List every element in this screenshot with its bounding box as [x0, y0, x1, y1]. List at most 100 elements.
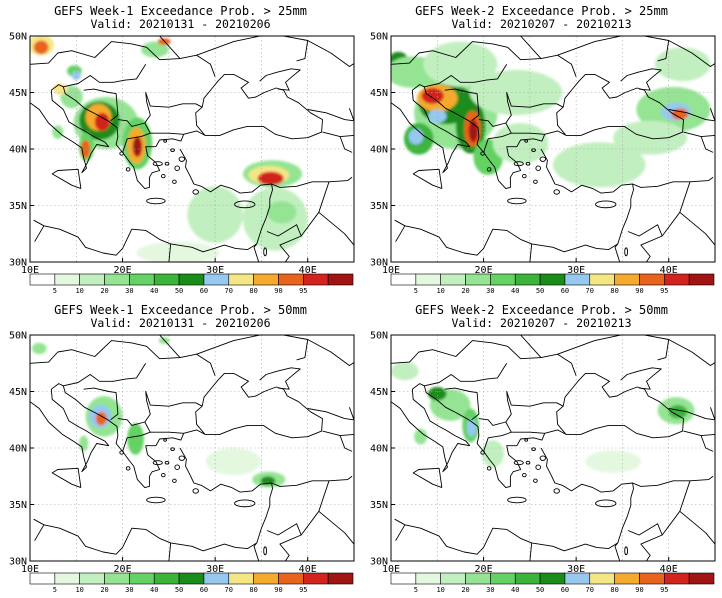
- latitude-label: 45N: [9, 387, 27, 398]
- latitude-label: 40N: [370, 145, 388, 156]
- colorbar-swatch: [129, 572, 155, 585]
- probability-region: [391, 362, 419, 381]
- probability-region: [668, 405, 688, 419]
- colorbar-swatch: [104, 572, 130, 585]
- longitude-label: 30E: [206, 564, 224, 575]
- colorbar-swatch: [664, 572, 690, 585]
- colorbar-label: 40: [511, 586, 519, 594]
- latitude-label: 50N: [9, 331, 27, 342]
- colorbar-swatch: [614, 572, 640, 585]
- colorbar-label: 60: [200, 287, 208, 295]
- colorbar-label: 5: [53, 586, 57, 594]
- colorbar-swatch: [54, 572, 80, 585]
- longitude-label: 30E: [567, 265, 585, 276]
- colorbar-swatch: [639, 273, 665, 286]
- colorbar-label: 95: [299, 586, 307, 594]
- probability-region: [31, 342, 47, 355]
- colorbar-swatch: [278, 572, 304, 585]
- colorbar-label: 40: [150, 586, 158, 594]
- colorbar-label: 5: [53, 287, 57, 295]
- probability-region: [136, 241, 220, 262]
- colorbar-swatch: [153, 273, 180, 286]
- colorbar-swatch: [178, 572, 205, 585]
- colorbar: 5 10 20 30 40 50 60 70 80 90 95: [390, 572, 715, 594]
- panel-title: GEFS Week-1 Exceedance Prob. > 25mm: [54, 4, 307, 18]
- longitude-label: 10E: [382, 265, 400, 276]
- colorbar-swatch: [614, 273, 640, 286]
- colorbar-swatch: [153, 572, 180, 585]
- colorbar-label: 80: [610, 586, 618, 594]
- colorbar-swatch: [327, 572, 354, 585]
- map-panel: GEFS Week-1 Exceedance Prob. > 50mm Valid…: [0, 299, 361, 598]
- colorbar-swatch: [564, 273, 591, 286]
- graticule: [391, 36, 715, 262]
- colorbar-swatch: [29, 273, 56, 286]
- colorbar-swatch: [253, 273, 279, 286]
- latitude-label: 40N: [9, 145, 27, 156]
- probability-region: [71, 71, 81, 81]
- colorbar-label: 50: [175, 586, 183, 594]
- latitude-label: 30N: [9, 557, 27, 568]
- colorbar-label: 90: [274, 586, 282, 594]
- colorbar: 5 10 20 30 40 50 60 70 80 90 95: [29, 273, 354, 295]
- probability-shading: [30, 36, 308, 262]
- colorbar-swatch: [79, 572, 105, 585]
- probability-region: [187, 186, 243, 243]
- longitude-label: 30E: [567, 564, 585, 575]
- colorbar-swatch: [415, 273, 441, 286]
- latitude-label: 45N: [370, 88, 388, 99]
- colorbar-swatch: [639, 572, 665, 585]
- probability-region: [428, 386, 447, 401]
- colorbar-swatch: [514, 273, 541, 286]
- colorbar-swatch: [79, 273, 105, 286]
- colorbar-label: 10: [75, 586, 83, 594]
- probability-region: [421, 87, 444, 104]
- coastlines-and-borders: [391, 335, 715, 561]
- panel-valid-dates: Valid: 20210207 - 20210213: [451, 17, 632, 31]
- colorbar-label: 10: [436, 586, 444, 594]
- colorbar-swatch: [228, 572, 254, 585]
- latitude-label: 35N: [9, 500, 27, 511]
- panel-title: GEFS Week-2 Exceedance Prob. > 50mm: [415, 303, 668, 317]
- probability-region: [33, 40, 49, 55]
- probability-region: [94, 112, 110, 131]
- colorbar-label: 60: [561, 586, 569, 594]
- probability-shading: [31, 337, 286, 488]
- colorbar-swatch: [253, 572, 279, 585]
- colorbar-label: 20: [100, 287, 108, 295]
- colorbar-swatch: [465, 572, 491, 585]
- colorbar-swatch: [539, 572, 566, 585]
- latitude-label: 30N: [9, 258, 27, 269]
- longitude-label: 10E: [21, 564, 39, 575]
- longitude-label: 10E: [382, 564, 400, 575]
- colorbar-label: 70: [225, 586, 233, 594]
- colorbar-swatch: [390, 572, 417, 585]
- latitude-label: 35N: [370, 500, 388, 511]
- colorbar-swatch: [303, 572, 329, 585]
- colorbar-label: 50: [175, 287, 183, 295]
- graticule: [30, 36, 354, 262]
- panel-valid-dates: Valid: 20210131 - 20210206: [90, 17, 271, 31]
- colorbar-swatch: [490, 572, 516, 585]
- colorbar-swatch: [688, 572, 715, 585]
- colorbar-swatch: [490, 273, 516, 286]
- colorbar-swatch: [539, 273, 566, 286]
- latitude-label: 30N: [370, 557, 388, 568]
- latitude-label: 50N: [9, 32, 27, 43]
- colorbar-label: 50: [536, 586, 544, 594]
- panel-title: GEFS Week-1 Exceedance Prob. > 50mm: [54, 303, 307, 317]
- panel-title: GEFS Week-2 Exceedance Prob. > 25mm: [415, 4, 668, 18]
- colorbar-label: 50: [536, 287, 544, 295]
- longitude-label: 40E: [299, 265, 317, 276]
- panel-valid-dates: Valid: 20210207 - 20210213: [451, 316, 632, 330]
- colorbar-label: 40: [150, 287, 158, 295]
- colorbar: 5 10 20 30 40 50 60 70 80 90 95: [29, 572, 354, 594]
- graticule: [391, 335, 715, 561]
- colorbar-label: 20: [461, 586, 469, 594]
- longitude-label: 40E: [660, 564, 678, 575]
- colorbar-swatch: [390, 273, 417, 286]
- probability-region: [127, 423, 144, 455]
- longitude-label: 30E: [206, 265, 224, 276]
- colorbar-swatch: [278, 273, 304, 286]
